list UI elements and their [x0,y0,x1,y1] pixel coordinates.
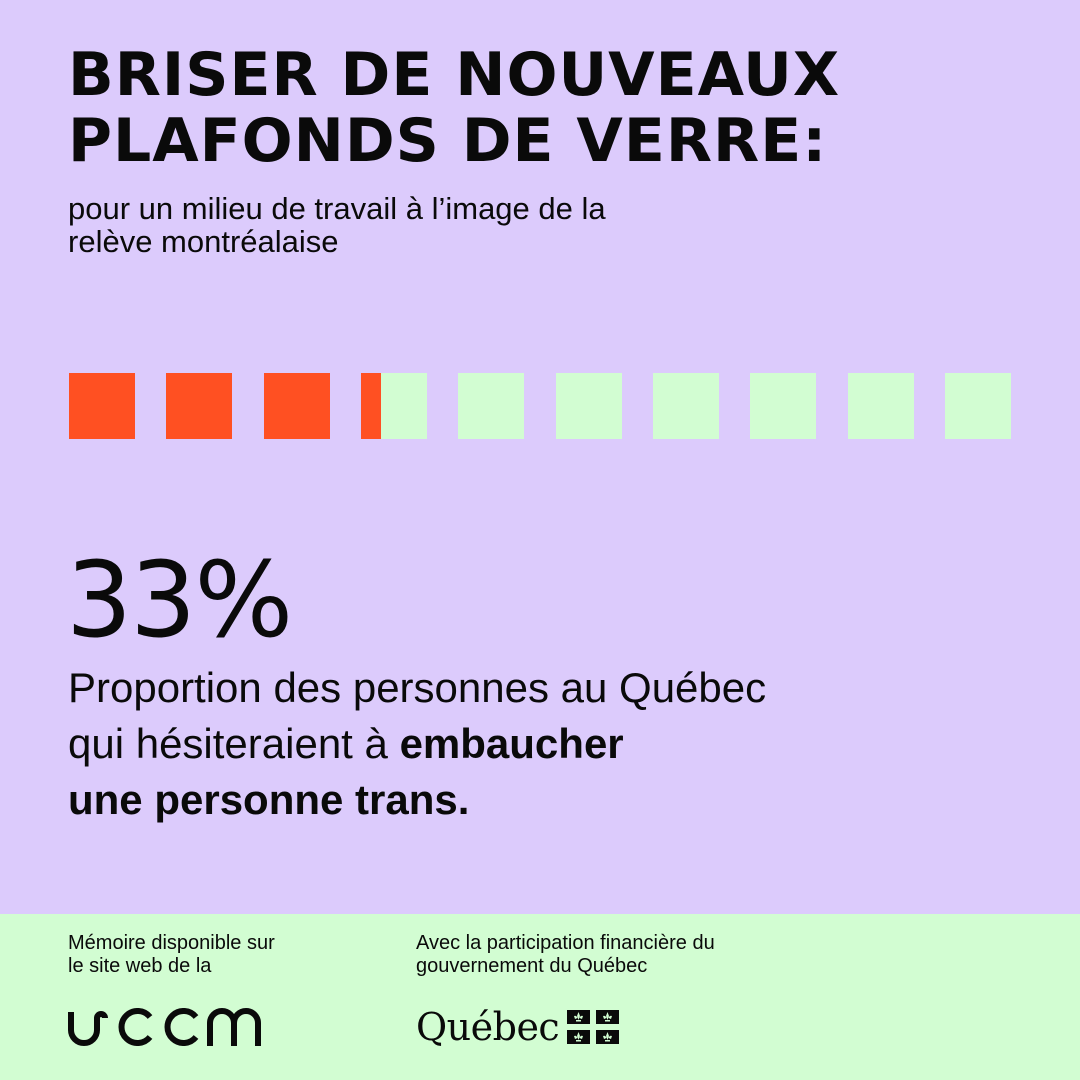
progress-square [69,373,135,439]
footer-left-text: Mémoire disponible sur le site web de la [68,932,368,978]
progress-square [945,373,1011,439]
stat-desc-line-2: qui hésiteraient à [68,720,400,767]
footer: Mémoire disponible sur le site web de la… [0,914,1080,1080]
progress-square [361,373,427,439]
footer-right-line-2: gouvernement du Québec [416,955,648,977]
progress-square [556,373,622,439]
page-title: BRISER DE NOUVEAUX PLAFONDS DE VERRE: [68,42,840,174]
title-line-1: BRISER DE NOUVEAUX [68,40,841,110]
progress-square [458,373,524,439]
stat-desc-bold-1: embaucher [399,720,624,767]
footer-left-line-1: Mémoire disponible sur [68,932,275,954]
stat-desc-bold-2: une personne trans. [68,776,470,823]
fleurdelise-flag-icon [567,1010,620,1044]
subtitle-line-1: pour un milieu de travail à l’image de l… [68,191,606,226]
footer-left-line-2: le site web de la [68,955,212,977]
progress-square [264,373,330,439]
footer-right-line-1: Avec la participation financière du [416,932,715,954]
progress-squares [69,373,1011,439]
stat-value: 33% [66,539,293,661]
progress-square [848,373,914,439]
stat-desc-line-1: Proportion des personnes au Québec [68,664,767,711]
progress-square [750,373,816,439]
progress-square [166,373,232,439]
progress-square [653,373,719,439]
quebec-logo: Québec [416,1002,620,1052]
jccm-logo [68,1008,261,1046]
subtitle-line-2: relève montréalaise [68,224,339,259]
stat-description: Proportion des personnes au Québec qui h… [68,660,968,828]
subtitle: pour un milieu de travail à l’image de l… [68,192,788,258]
footer-right-text: Avec la participation financière du gouv… [416,932,836,978]
quebec-wordmark: Québec [416,1005,560,1049]
title-line-2: PLAFONDS DE VERRE: [68,106,828,176]
